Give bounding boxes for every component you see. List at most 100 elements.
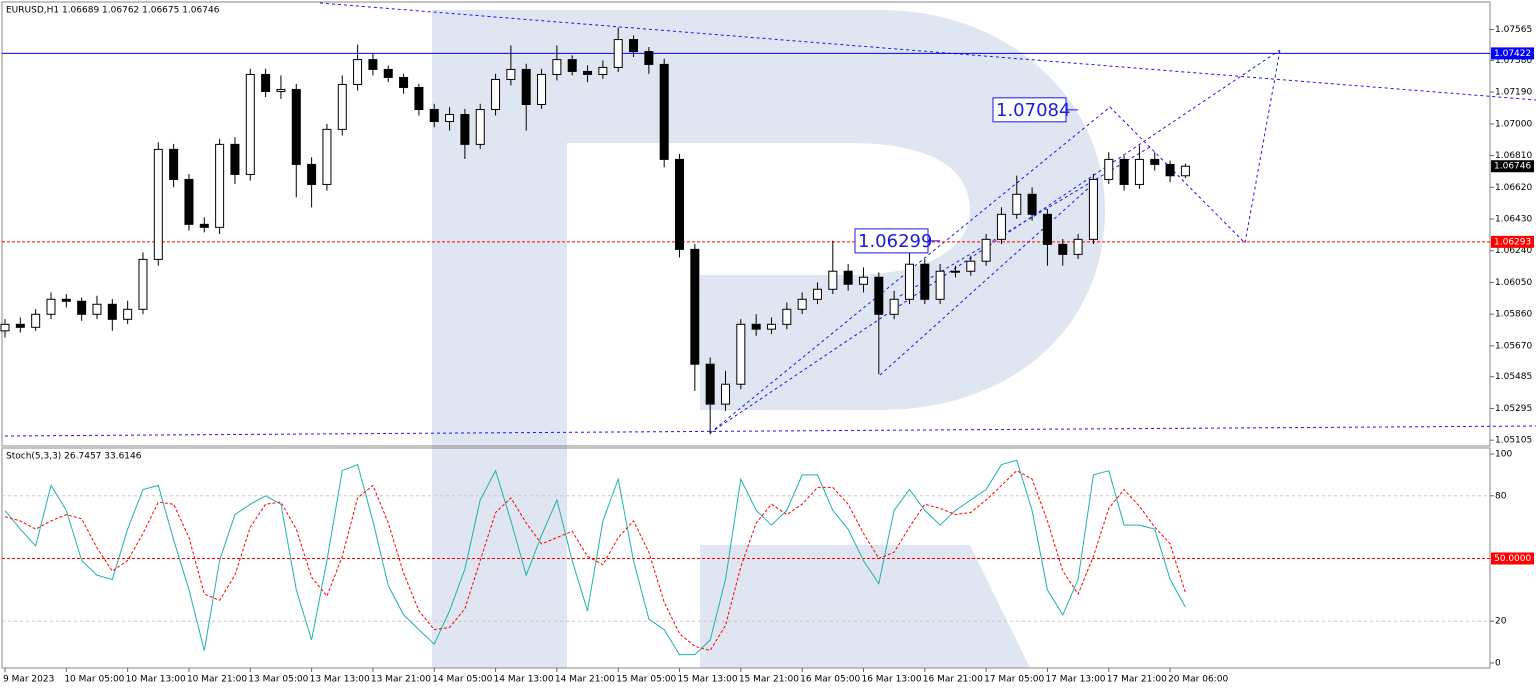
x-tick-label: 16 Mar 21:00: [923, 675, 983, 685]
candle-body: [184, 178, 194, 225]
candle-body: [705, 363, 715, 405]
candle-body: [874, 276, 884, 315]
candle-body: [920, 263, 930, 300]
x-tick-label: 13 Mar 05:00: [248, 675, 308, 685]
y-tick-label: 1.06240: [1495, 246, 1532, 256]
x-tick-label: 10 Mar 05:00: [64, 675, 124, 685]
candle-body: [414, 86, 424, 110]
y-tick-label: 100: [1495, 450, 1512, 460]
x-tick-label: 17 Mar 21:00: [1107, 675, 1167, 685]
candle-body: [92, 303, 102, 315]
x-tick-label: 15 Mar 13:00: [678, 675, 738, 685]
candle-body: [935, 270, 945, 300]
x-tick-label: 16 Mar 05:00: [800, 675, 860, 685]
candle-body: [322, 128, 332, 185]
candle-body: [659, 63, 669, 160]
y-tick-label: 1.06810: [1495, 151, 1532, 161]
y-tick-label: 1.05295: [1495, 404, 1532, 414]
y-tick-label: 1.05670: [1495, 341, 1532, 351]
candle-body: [521, 68, 531, 105]
x-tick-label: 14 Mar 05:00: [432, 675, 492, 685]
candle-body: [1027, 193, 1037, 215]
candle-body: [613, 39, 623, 68]
candle-body: [199, 223, 209, 228]
watermark: [432, 10, 1105, 668]
y-tick-label: 1.06430: [1495, 214, 1532, 224]
candle-body: [291, 88, 301, 165]
candle-body: [767, 323, 776, 330]
main-panel: [1, 1, 1491, 447]
candle-body: [721, 383, 731, 405]
candle-body: [843, 270, 853, 285]
candle-body: [383, 68, 393, 78]
level-label: 1.06293: [1494, 237, 1531, 247]
y-tick-label: 1.07190: [1495, 88, 1532, 98]
candle-body: [230, 143, 240, 175]
candle-body: [0, 323, 10, 332]
annotation-label: 1.07084: [996, 100, 1070, 121]
y-tick-label: 80: [1495, 491, 1507, 501]
level-label: 1.07422: [1494, 49, 1531, 59]
candle-body: [690, 248, 700, 365]
candle-body: [889, 298, 899, 315]
candle-body: [1165, 163, 1175, 177]
candle-body: [337, 83, 347, 130]
candle-body: [138, 258, 148, 310]
candle-body: [153, 148, 163, 260]
x-tick-label: 14 Mar 13:00: [494, 675, 554, 685]
y-tick-label: 1.07380: [1495, 56, 1532, 66]
candle-body: [61, 298, 71, 302]
x-tick-label: 13 Mar 21:00: [371, 675, 431, 685]
candle-body: [966, 260, 976, 272]
y-tick-label: 1.05105: [1495, 436, 1532, 446]
candle-body: [812, 288, 822, 300]
y-tick-label: 1.07565: [1495, 25, 1532, 35]
x-tick-label: 16 Mar 13:00: [861, 675, 921, 685]
candle-body: [1042, 213, 1052, 245]
y-tick-label: 1.06050: [1495, 278, 1532, 288]
candle-body: [429, 108, 439, 123]
candle-body: [797, 298, 807, 310]
candle-body: [1058, 243, 1068, 255]
y-tick-label: 1.06620: [1495, 183, 1532, 193]
candle-body: [644, 51, 654, 65]
stoch-line: [4, 470, 1186, 652]
y-tick-label: 1.07000: [1495, 119, 1532, 129]
candle-body: [1119, 158, 1129, 185]
candle-body: [537, 73, 547, 105]
x-tick-label: 14 Mar 21:00: [555, 675, 615, 685]
candle-body: [598, 66, 608, 75]
candle-body: [399, 76, 409, 88]
indicator-title: Stoch(5,3,3) 26.7457 33.6146: [6, 452, 142, 462]
x-tick-label: 20 Mar 06:00: [1168, 675, 1228, 685]
y-tick-label: 1.05860: [1495, 310, 1532, 320]
trend-line: [4, 425, 1536, 437]
candle-body: [1104, 158, 1114, 180]
trend-line: [319, 2, 1536, 101]
candle-body: [46, 298, 56, 315]
candle-body: [107, 303, 117, 320]
annotation-box: [992, 97, 1067, 123]
x-tick-label: 17 Mar 13:00: [1045, 675, 1105, 685]
candle-body: [475, 108, 485, 145]
candle-body: [445, 114, 455, 123]
candle-body: [491, 78, 501, 110]
level-label: 50.0000: [1494, 554, 1531, 564]
y-tick-label: 1.05485: [1495, 372, 1532, 382]
annotation-label: 1.06299: [858, 231, 932, 252]
candle-body: [981, 238, 991, 262]
candle-body: [506, 68, 516, 80]
current-price-label: 1.06746: [1494, 162, 1531, 172]
candle-body: [751, 323, 761, 330]
candle-body: [307, 163, 317, 185]
stoch-line: [4, 459, 1186, 656]
candle-body: [276, 88, 286, 92]
candle-body: [1088, 178, 1098, 240]
candle-body: [950, 270, 960, 273]
candle-body: [996, 213, 1006, 240]
chart-title: EURUSD,H1 1.06689 1.06762 1.06675 1.0674…: [6, 6, 220, 16]
candle-body: [1180, 165, 1190, 177]
candle-body: [261, 73, 271, 92]
watermark-leg: [700, 545, 1030, 668]
